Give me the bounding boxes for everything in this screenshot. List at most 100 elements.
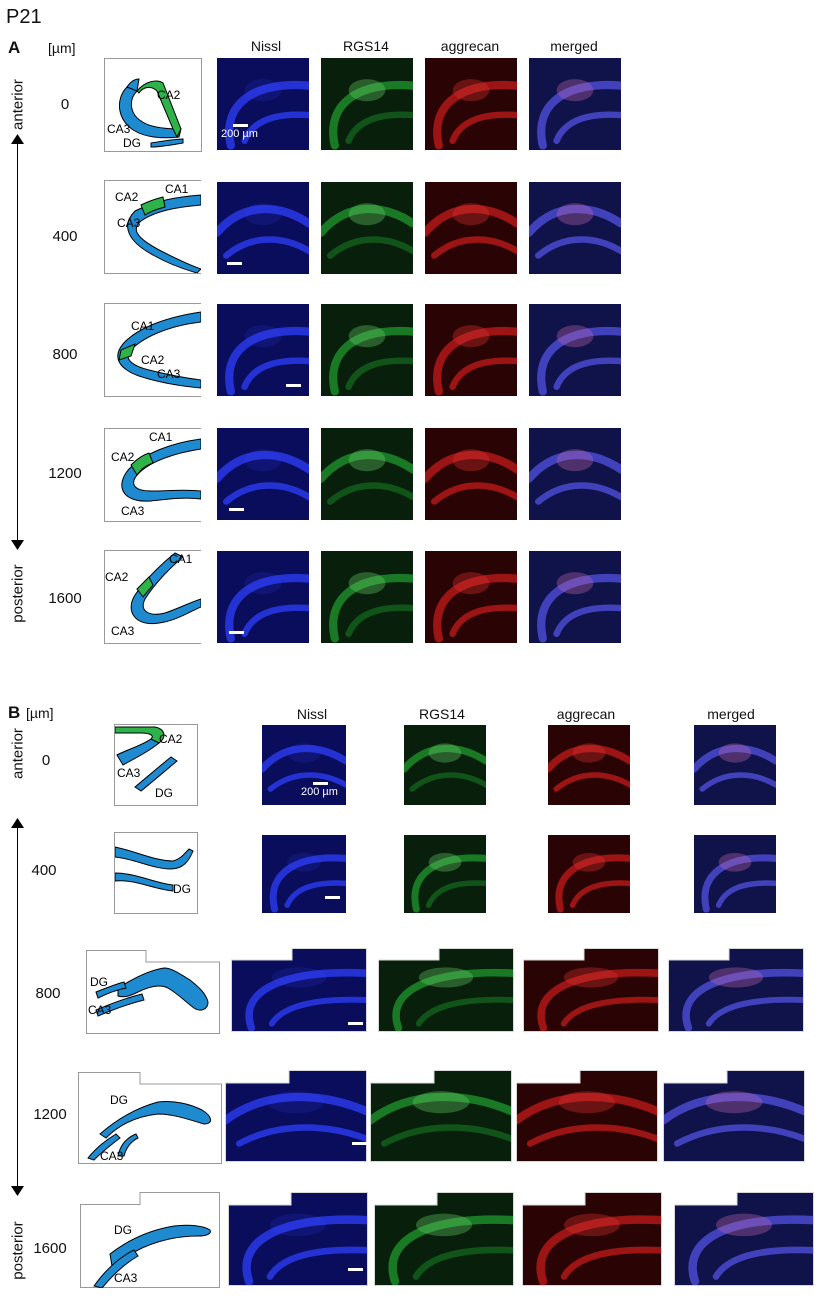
panel-b-diagram-1-label-dg: DG: [173, 882, 191, 896]
panel-b-row4-scale-bar: [348, 1268, 363, 1271]
panel-a-diagram-4-label-ca2: CA2: [105, 570, 129, 584]
panel-a-row2-nissl-image: [217, 304, 309, 396]
panel-a-row3-merged-image: [529, 428, 621, 520]
panel-b-row3-scale-bar: [352, 1142, 367, 1145]
panel-b-row2-merged-image: [668, 948, 804, 1032]
panel-b-diagram-4-label-dg: DG: [114, 1223, 132, 1237]
panel-a-diagram-0: CA2 CA3 DG: [104, 58, 202, 152]
panel-a-depth-0: 0: [60, 96, 70, 113]
panel-b-diagram-3-label-dg: DG: [110, 1093, 128, 1107]
panel-a-diagram-2-label-ca2: CA2: [141, 353, 165, 367]
panel-b-row3-nissl-image: [225, 1070, 367, 1162]
panel-a-diagram-0-label-ca3: CA3: [107, 122, 131, 136]
panel-a-diagram-1-label-ca1: CA1: [165, 182, 189, 196]
panel-a-diagram-2-label-ca1: CA1: [131, 319, 155, 333]
panel-a-diagram-4-label-ca3: CA3: [111, 624, 135, 638]
panel-a-depth-800: 800: [52, 346, 78, 363]
panel-b-diagram-4-label-ca3: CA3: [114, 1271, 138, 1285]
panel-a-letter: A: [8, 38, 21, 57]
panel-a-row0-rgs-image: [321, 58, 413, 150]
panel-b-col-rgs14: RGS14: [419, 706, 465, 722]
panel-a-row2-aggrecan-image: [425, 304, 517, 396]
panel-b-row3-rgs-image: [370, 1070, 512, 1162]
panel-b-arrow-up-icon: [11, 818, 24, 828]
panel-b-depth-0: 0: [41, 752, 51, 769]
panel-b-row1-aggrecan-image: [548, 835, 630, 913]
panel-b-diagram-0-label-dg: DG: [155, 786, 173, 800]
panel-b-arrow-down-icon: [11, 1186, 24, 1196]
panel-b-row0-merged-image: [694, 725, 776, 805]
panel-a-row3-aggrecan-image: [425, 428, 517, 520]
panel-a-arrow-up-icon: [11, 134, 24, 144]
panel-a-row2-merged-image: [529, 304, 621, 396]
panel-b-diagram-2-label-ca3: CA3: [88, 1003, 112, 1017]
panel-b-diagram-1: DG: [114, 832, 198, 914]
panel-b-row0-nissl-image: [262, 725, 346, 805]
panel-b-row2-scale-bar: [348, 1022, 363, 1025]
panel-b-row0-scale-text: 200 µm: [301, 786, 338, 798]
panel-a-diagram-3-label-ca2: CA2: [111, 450, 135, 464]
panel-a-row1-aggrecan-image: [425, 182, 517, 274]
panel-a-diagram-2: CA1 CA2 CA3: [104, 303, 202, 397]
panel-a-row0-nissl-image: [217, 58, 309, 150]
panel-b-row0-scale-bar: [313, 782, 328, 785]
panel-b-row3-merged-image: [663, 1070, 805, 1162]
panel-a-row1-scale-bar: [227, 262, 242, 265]
panel-b-diagram-2: DG CA3: [86, 950, 220, 1034]
panel-b-row2-nissl-image: [231, 948, 367, 1032]
panel-b-row2-rgs-image: [378, 948, 514, 1032]
panel-a-diagram-2-label-ca3: CA3: [157, 367, 181, 381]
panel-b-letter: B: [8, 703, 21, 722]
panel-a-depth-400: 400: [52, 228, 78, 245]
panel-b-col-nissl: Nissl: [296, 706, 328, 722]
panel-b-col-aggrecan: aggrecan: [556, 706, 616, 722]
panel-a-diagram-1-label-ca3: CA3: [117, 216, 141, 230]
panel-a-axis-arrow: [17, 140, 18, 548]
panel-a-diagram-0-label-ca2: CA2: [157, 88, 181, 102]
panel-b-diagram-0: CA2 CA3 DG: [114, 724, 198, 806]
panel-b-row4-nissl-image: [228, 1192, 368, 1286]
panel-a-col-merged: merged: [550, 38, 598, 54]
panel-b-diagram-4: DG CA3: [80, 1192, 220, 1289]
panel-b-axis-arrow: [17, 826, 18, 1192]
panel-a-row4-nissl-image: [217, 551, 309, 643]
panel-a-col-aggrecan: aggrecan: [440, 38, 500, 54]
panel-a-diagram-3-label-ca3: CA3: [121, 504, 145, 518]
panel-a-row3-rgs-image: [321, 428, 413, 520]
panel-a-unit-label: [µm]: [48, 40, 76, 56]
panel-b-row4-rgs-image: [374, 1192, 514, 1286]
panel-a-diagram-1-label-ca2: CA2: [115, 190, 139, 204]
panel-b-row1-merged-image: [694, 835, 776, 913]
figure-age-label: P21: [6, 6, 42, 28]
panel-b-diagram-3-label-ca3: CA3: [100, 1149, 124, 1163]
panel-a-row2-rgs-image: [321, 304, 413, 396]
panel-a-row4-aggrecan-image: [425, 551, 517, 643]
panel-a-axis-posterior: posterior: [9, 564, 27, 623]
panel-a-row3-scale-bar: [229, 508, 244, 511]
panel-a-row1-nissl-image: [217, 182, 309, 274]
panel-b-row1-rgs-image: [404, 835, 486, 913]
panel-b-depth-400: 400: [31, 862, 57, 879]
panel-b-row4-merged-image: [674, 1192, 814, 1286]
panel-b-row4-aggrecan-image: [522, 1192, 662, 1286]
panel-a-row4-merged-image: [529, 551, 621, 643]
panel-b-diagram-3: DG CA3: [78, 1072, 222, 1164]
panel-a-diagram-3: CA1 CA2 CA3: [104, 428, 202, 522]
panel-a-row4-rgs-image: [321, 551, 413, 643]
panel-b-row1-nissl-image: [262, 835, 346, 913]
panel-a-depth-1600: 1600: [48, 590, 82, 607]
panel-b-row2-aggrecan-image: [523, 948, 659, 1032]
panel-a-col-rgs14: RGS14: [343, 38, 389, 54]
panel-a-row0-scale-text: 200 µm: [221, 128, 258, 140]
panel-a-diagram-4-label-ca1: CA1: [169, 552, 193, 566]
panel-a-diagram-0-label-dg: DG: [123, 136, 141, 150]
panel-a-diagram-4: CA1 CA2 CA3: [104, 550, 202, 644]
panel-a-row1-merged-image: [529, 182, 621, 274]
panel-b-col-merged: merged: [707, 706, 755, 722]
panel-b-diagram-0-label-ca3: CA3: [117, 766, 141, 780]
panel-a-diagram-3-label-ca1: CA1: [149, 430, 173, 444]
panel-a-row2-scale-bar: [286, 384, 301, 387]
panel-a-arrow-down-icon: [11, 540, 24, 550]
panel-b-row3-aggrecan-image: [516, 1070, 658, 1162]
panel-a-row0-aggrecan-image: [425, 58, 517, 150]
